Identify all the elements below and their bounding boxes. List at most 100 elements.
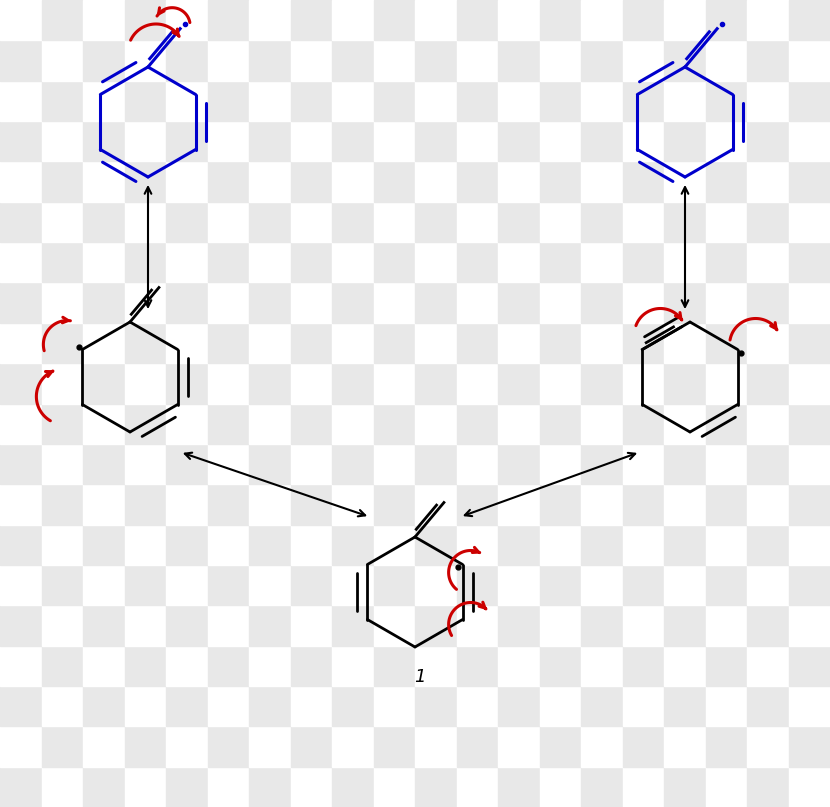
Bar	[0, 0, 42, 40]
Bar	[374, 686, 415, 726]
Bar	[249, 484, 290, 525]
Bar	[166, 242, 208, 282]
Bar	[42, 323, 83, 363]
Bar	[498, 282, 540, 323]
Bar	[290, 525, 332, 565]
Bar	[664, 444, 706, 484]
Bar	[706, 40, 747, 81]
Bar	[374, 81, 415, 121]
Bar	[415, 605, 457, 646]
Bar	[166, 686, 208, 726]
Bar	[0, 605, 42, 646]
Bar	[415, 282, 457, 323]
Bar	[747, 363, 788, 404]
Bar	[124, 40, 166, 81]
Bar	[374, 121, 415, 161]
Bar	[208, 605, 249, 646]
Bar	[83, 525, 124, 565]
Bar	[249, 40, 290, 81]
Bar	[747, 444, 788, 484]
Bar	[664, 484, 706, 525]
Bar	[374, 202, 415, 242]
Bar	[664, 81, 706, 121]
Bar	[124, 444, 166, 484]
Bar	[540, 242, 581, 282]
Bar	[166, 767, 208, 807]
Bar	[457, 0, 498, 40]
Bar	[83, 242, 124, 282]
Bar	[374, 0, 415, 40]
Bar	[332, 404, 374, 444]
Bar	[83, 404, 124, 444]
Bar	[0, 404, 42, 444]
Bar	[208, 363, 249, 404]
Bar	[208, 525, 249, 565]
Bar	[42, 565, 83, 605]
Bar	[581, 565, 622, 605]
Bar	[664, 363, 706, 404]
Bar	[208, 444, 249, 484]
Bar	[332, 363, 374, 404]
Bar	[706, 202, 747, 242]
Bar	[664, 40, 706, 81]
Bar	[747, 81, 788, 121]
Bar	[498, 605, 540, 646]
Bar	[124, 767, 166, 807]
Bar	[747, 202, 788, 242]
Bar	[498, 484, 540, 525]
Bar	[83, 444, 124, 484]
Bar	[208, 726, 249, 767]
Bar	[124, 0, 166, 40]
Bar	[706, 404, 747, 444]
Bar	[166, 565, 208, 605]
Bar	[415, 484, 457, 525]
Bar	[581, 161, 622, 202]
Bar	[290, 726, 332, 767]
Bar	[208, 686, 249, 726]
Bar	[290, 565, 332, 605]
Bar	[124, 605, 166, 646]
Bar	[290, 605, 332, 646]
Bar	[249, 605, 290, 646]
Bar	[42, 282, 83, 323]
Bar	[664, 605, 706, 646]
Bar	[83, 0, 124, 40]
Bar	[747, 323, 788, 363]
Bar	[332, 40, 374, 81]
Bar	[374, 484, 415, 525]
Bar	[706, 282, 747, 323]
Bar	[332, 484, 374, 525]
Bar	[166, 646, 208, 686]
Bar	[208, 404, 249, 444]
Bar	[249, 444, 290, 484]
Bar	[706, 686, 747, 726]
Bar	[290, 484, 332, 525]
Bar	[788, 686, 830, 726]
Bar	[788, 323, 830, 363]
Bar	[42, 484, 83, 525]
Bar	[0, 686, 42, 726]
Bar	[540, 363, 581, 404]
Bar	[290, 242, 332, 282]
Bar	[332, 202, 374, 242]
Bar	[332, 323, 374, 363]
Bar	[415, 121, 457, 161]
Bar	[332, 161, 374, 202]
Bar	[0, 81, 42, 121]
Bar	[788, 646, 830, 686]
Bar	[457, 686, 498, 726]
Bar	[374, 242, 415, 282]
Bar	[540, 767, 581, 807]
Bar	[332, 242, 374, 282]
Bar	[498, 404, 540, 444]
Bar	[0, 282, 42, 323]
Bar	[374, 605, 415, 646]
Bar	[706, 565, 747, 605]
Bar	[664, 323, 706, 363]
Bar	[747, 282, 788, 323]
Bar	[290, 121, 332, 161]
Bar	[747, 525, 788, 565]
Bar	[457, 40, 498, 81]
Bar	[332, 646, 374, 686]
Bar	[166, 161, 208, 202]
